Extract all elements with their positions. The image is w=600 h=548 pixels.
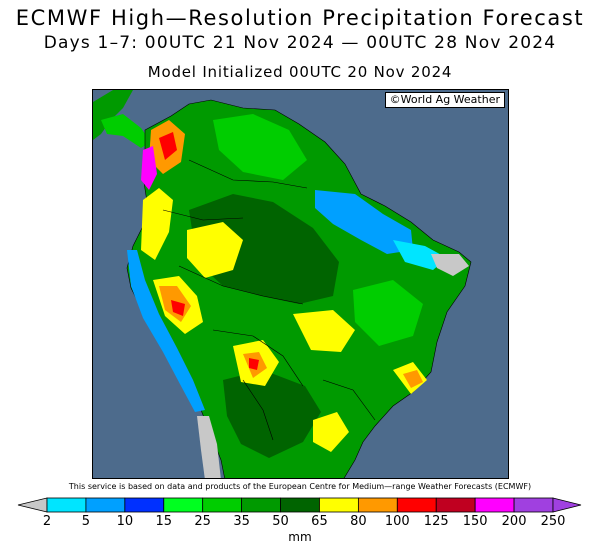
precipitation-map: ©World Ag Weather [92,89,509,479]
legend-color-swatch [46,497,87,513]
legend-arrow-high [552,497,582,513]
map-canvas [93,90,472,478]
land-central-america [93,90,133,140]
precip-yellow-brazil [293,310,355,352]
legend-tick-label: 2 [42,514,52,529]
land-gray-ne [431,254,469,276]
country-borders [162,159,376,441]
legend-color-swatch [85,497,126,513]
legend-tick-label: 250 [540,514,566,529]
legend-tick-label: 200 [501,514,527,529]
legend-tick-label: 25 [194,514,211,529]
precip-yellow-south [313,412,349,452]
land-panama [101,114,151,148]
legend-tick-label: 125 [423,514,449,529]
map-title: ECMWF High—Resolution Precipitation Fore… [15,6,585,30]
credit-label: ©World Ag Weather [384,92,505,108]
legend-color-swatch [163,497,204,513]
legend-color-swatch [241,497,281,513]
legend-tick-label: 10 [116,514,134,529]
legend-colorbar [17,497,582,513]
legend-color-swatch [513,497,554,513]
precip-yellow-central [187,222,243,278]
land-cyan-ne [393,240,447,270]
precip-magenta-colombia [141,146,157,190]
legend-color-swatch [357,497,398,513]
legend-unit: mm [288,530,312,544]
precip-red-colombia [159,132,177,160]
legend-tick-label: 65 [311,514,328,529]
land-blue-ne [315,190,413,254]
precip-yellow-andes [141,188,173,260]
precip-red-bolivia [249,358,259,370]
legend-arrow-low [17,497,48,513]
land-amazon-dark [189,194,339,304]
legend-tick-label: 35 [233,514,250,529]
legend-color-swatch [435,497,476,513]
land-green-north [213,114,307,180]
precip-orange-se [403,370,423,388]
legend-tick-label: 150 [462,514,488,529]
legend-tick-label: 15 [155,514,173,529]
legend-color-swatch [280,497,320,513]
legend-tick-labels: 2 5 10 15 25 35 50 65 80 100 125 150 200 250 [0,514,600,529]
legend-tick-label: 5 [81,514,91,529]
legend-tick-label: 80 [350,514,367,529]
legend-color-swatch [319,497,359,513]
legend-tick-label: 100 [384,514,410,529]
legend-color-swatch [202,497,243,513]
land-gray-chile [197,416,221,478]
model-initialized: Model Initialized 00UTC 20 Nov 2024 [147,63,453,81]
land-south-dark [223,370,321,458]
legend-color-swatch [124,497,165,513]
forecast-period: Days 1–7: 00UTC 21 Nov 2024 — 00UTC 28 N… [43,33,557,53]
land-blue-west [127,250,205,412]
disclaimer-text: This service is based on data and produc… [68,482,532,491]
legend-color-swatch [474,497,515,513]
legend-color-swatch [396,497,437,513]
land-green-east [353,280,423,346]
legend-tick-label: 50 [272,514,289,529]
precip-red-peru [171,300,185,316]
